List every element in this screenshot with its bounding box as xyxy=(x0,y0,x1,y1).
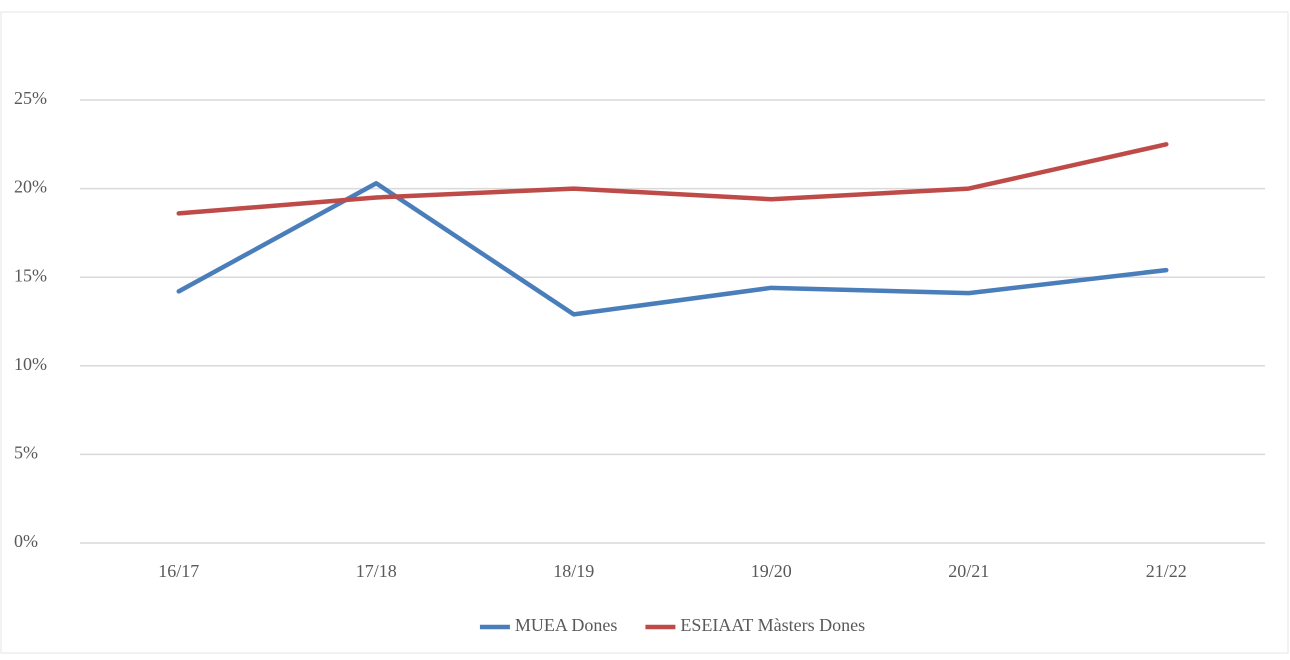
y-tick-label: 20% xyxy=(14,177,47,197)
x-tick-label: 21/22 xyxy=(1146,561,1187,581)
y-tick-label: 25% xyxy=(14,88,47,108)
x-tick-label: 19/20 xyxy=(751,561,792,581)
legend-label: ESEIAAT Màsters Dones xyxy=(680,615,865,635)
y-tick-label: 10% xyxy=(14,354,47,374)
y-tick-label: 5% xyxy=(14,443,38,463)
x-tick-label: 16/17 xyxy=(158,561,199,581)
legend: MUEA Dones ESEIAAT Màsters Dones xyxy=(479,615,865,635)
series-line xyxy=(176,142,1169,216)
chart-frame xyxy=(0,11,1289,654)
y-tick-label: 0% xyxy=(14,531,38,551)
x-tick-label: 17/18 xyxy=(356,561,397,581)
x-tick-label: 18/19 xyxy=(553,561,594,581)
legend-label: MUEA Dones xyxy=(515,615,618,635)
y-tick-label: 15% xyxy=(14,265,47,285)
x-tick-label: 20/21 xyxy=(948,561,989,581)
